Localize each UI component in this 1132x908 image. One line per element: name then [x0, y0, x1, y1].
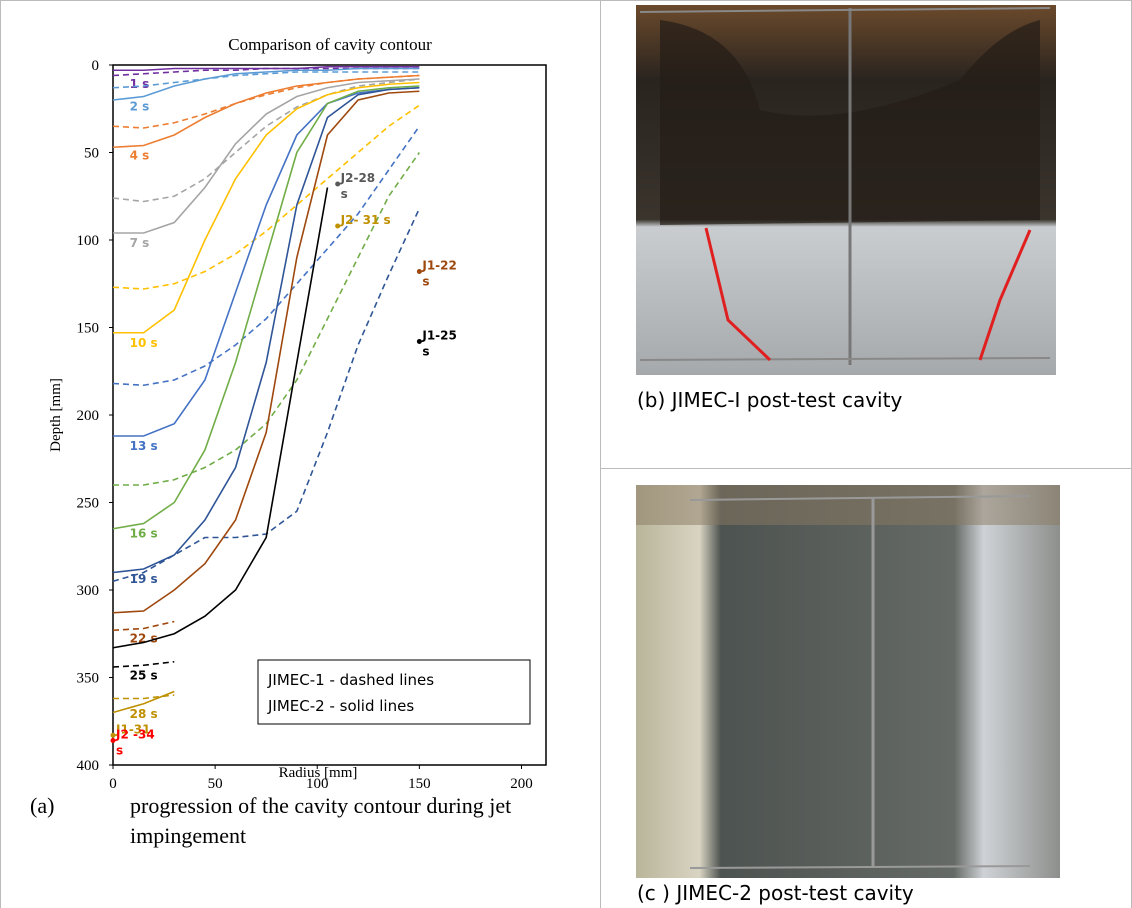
contour-line: [113, 622, 174, 631]
point: [417, 269, 422, 274]
y-axis-label: Depth [mm]: [48, 378, 64, 452]
photo-b: [636, 5, 1056, 375]
caption-b: (b) JIMEC-I post-test cavity: [637, 388, 902, 412]
point: [417, 339, 422, 344]
y-tick-label: 0: [92, 58, 100, 74]
caption-c: (c ) JIMEC-2 post-test cavity: [637, 881, 914, 905]
x-tick-label: 0: [109, 776, 117, 792]
y-tick-label: 250: [77, 496, 100, 512]
x-tick-label: 50: [208, 776, 223, 792]
point-label: J2- 31 s: [340, 213, 391, 227]
photo-c: [636, 485, 1060, 878]
contour-line: [113, 88, 419, 573]
legend-entry: JIMEC-2 - solid lines: [267, 697, 414, 715]
curve-label: 4 s: [130, 149, 150, 163]
x-tick-label: 200: [510, 776, 533, 792]
caption-a-line: impingement: [130, 823, 246, 848]
contour-line: [113, 662, 174, 667]
contour-line: [113, 83, 419, 333]
contour-line: [113, 79, 419, 233]
contour-line: [113, 695, 174, 699]
curve-label: 19 s: [130, 572, 158, 586]
y-tick-label: 50: [84, 146, 99, 162]
chart: Comparison of cavity contour Radius [mm]…: [48, 35, 546, 792]
y-tick-label: 200: [77, 408, 100, 424]
point: [111, 738, 116, 743]
point-label: J2 -34: [115, 728, 155, 742]
caption-a-label: (a): [30, 793, 54, 818]
curve-label: 13 s: [130, 439, 158, 453]
point-label: J1-25: [421, 329, 457, 343]
curve-label: 7 s: [130, 236, 150, 250]
curve-label: 1 s: [130, 77, 150, 91]
y-tick-label: 150: [77, 321, 100, 337]
curve-label: 2 s: [130, 100, 150, 114]
y-tick-label: 400: [77, 758, 100, 774]
point-label: s: [116, 744, 123, 758]
legend-entry: JIMEC-1 - dashed lines: [267, 671, 434, 689]
contour-line: [113, 86, 419, 529]
point-label: J2-28: [340, 171, 376, 185]
curve-label: 10 s: [130, 336, 158, 350]
figure: (b) JIMEC-I post-test cavity (c ) JIMEC-…: [0, 0, 1132, 908]
contour-line: [113, 209, 419, 582]
chart-title: Comparison of cavity contour: [228, 35, 432, 54]
contour-line: [113, 76, 419, 129]
contour-line: [113, 105, 419, 289]
point-label: s: [422, 275, 429, 289]
point-label: s: [341, 187, 348, 201]
curve-label: 16 s: [130, 527, 158, 541]
curve-label: 28 s: [130, 707, 158, 721]
y-tick-label: 350: [77, 671, 100, 687]
x-tick-label: 100: [306, 776, 329, 792]
point-label: J1-22: [421, 259, 457, 273]
point: [111, 733, 116, 738]
point: [335, 182, 340, 187]
curve-label: 25 s: [130, 668, 158, 682]
x-tick-label: 150: [408, 776, 431, 792]
y-tick-label: 100: [77, 233, 100, 249]
caption-a-line: progression of the cavity contour during…: [130, 793, 511, 818]
point-label: s: [422, 345, 429, 359]
point: [335, 224, 340, 229]
y-tick-label: 300: [77, 583, 100, 599]
